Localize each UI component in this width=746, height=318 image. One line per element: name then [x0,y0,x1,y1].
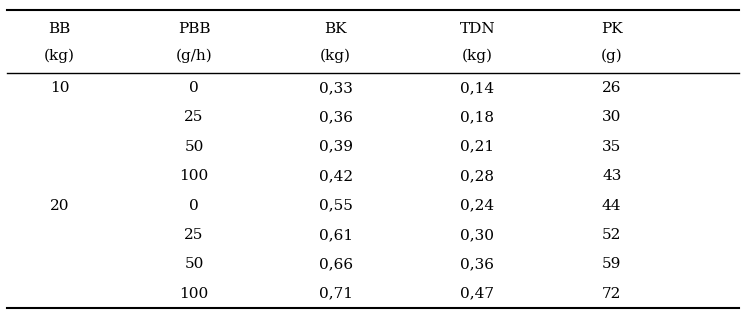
Text: 0,66: 0,66 [319,257,353,271]
Text: 0,36: 0,36 [460,257,495,271]
Text: 0: 0 [189,81,199,95]
Text: 0,18: 0,18 [460,110,495,124]
Text: (kg): (kg) [320,48,351,63]
Text: (g/h): (g/h) [175,48,213,63]
Text: 44: 44 [602,198,621,212]
Text: 0,71: 0,71 [319,287,353,301]
Text: 50: 50 [184,140,204,154]
Text: (kg): (kg) [462,48,493,63]
Text: 0,14: 0,14 [460,81,495,95]
Text: 10: 10 [50,81,69,95]
Text: 0,30: 0,30 [460,228,495,242]
Text: 35: 35 [602,140,621,154]
Text: 0,21: 0,21 [460,140,495,154]
Text: 25: 25 [184,110,204,124]
Text: PBB: PBB [178,22,210,36]
Text: (g): (g) [601,48,623,63]
Text: BB: BB [48,22,71,36]
Text: 25: 25 [184,228,204,242]
Text: 26: 26 [602,81,621,95]
Text: 100: 100 [179,169,209,183]
Text: 0,36: 0,36 [319,110,353,124]
Text: 52: 52 [602,228,621,242]
Text: 0,42: 0,42 [319,169,353,183]
Text: 0,28: 0,28 [460,169,495,183]
Text: 0,55: 0,55 [319,198,353,212]
Text: TDN: TDN [460,22,495,36]
Text: 30: 30 [602,110,621,124]
Text: 0: 0 [189,198,199,212]
Text: 0,47: 0,47 [460,287,495,301]
Text: PK: PK [601,22,622,36]
Text: 0,39: 0,39 [319,140,353,154]
Text: 0,33: 0,33 [319,81,353,95]
Text: 20: 20 [50,198,69,212]
Text: 72: 72 [602,287,621,301]
Text: 100: 100 [179,287,209,301]
Text: BK: BK [325,22,347,36]
Text: 50: 50 [184,257,204,271]
Text: (kg): (kg) [44,48,75,63]
Text: 0,61: 0,61 [319,228,353,242]
Text: 43: 43 [602,169,621,183]
Text: 59: 59 [602,257,621,271]
Text: 0,24: 0,24 [460,198,495,212]
